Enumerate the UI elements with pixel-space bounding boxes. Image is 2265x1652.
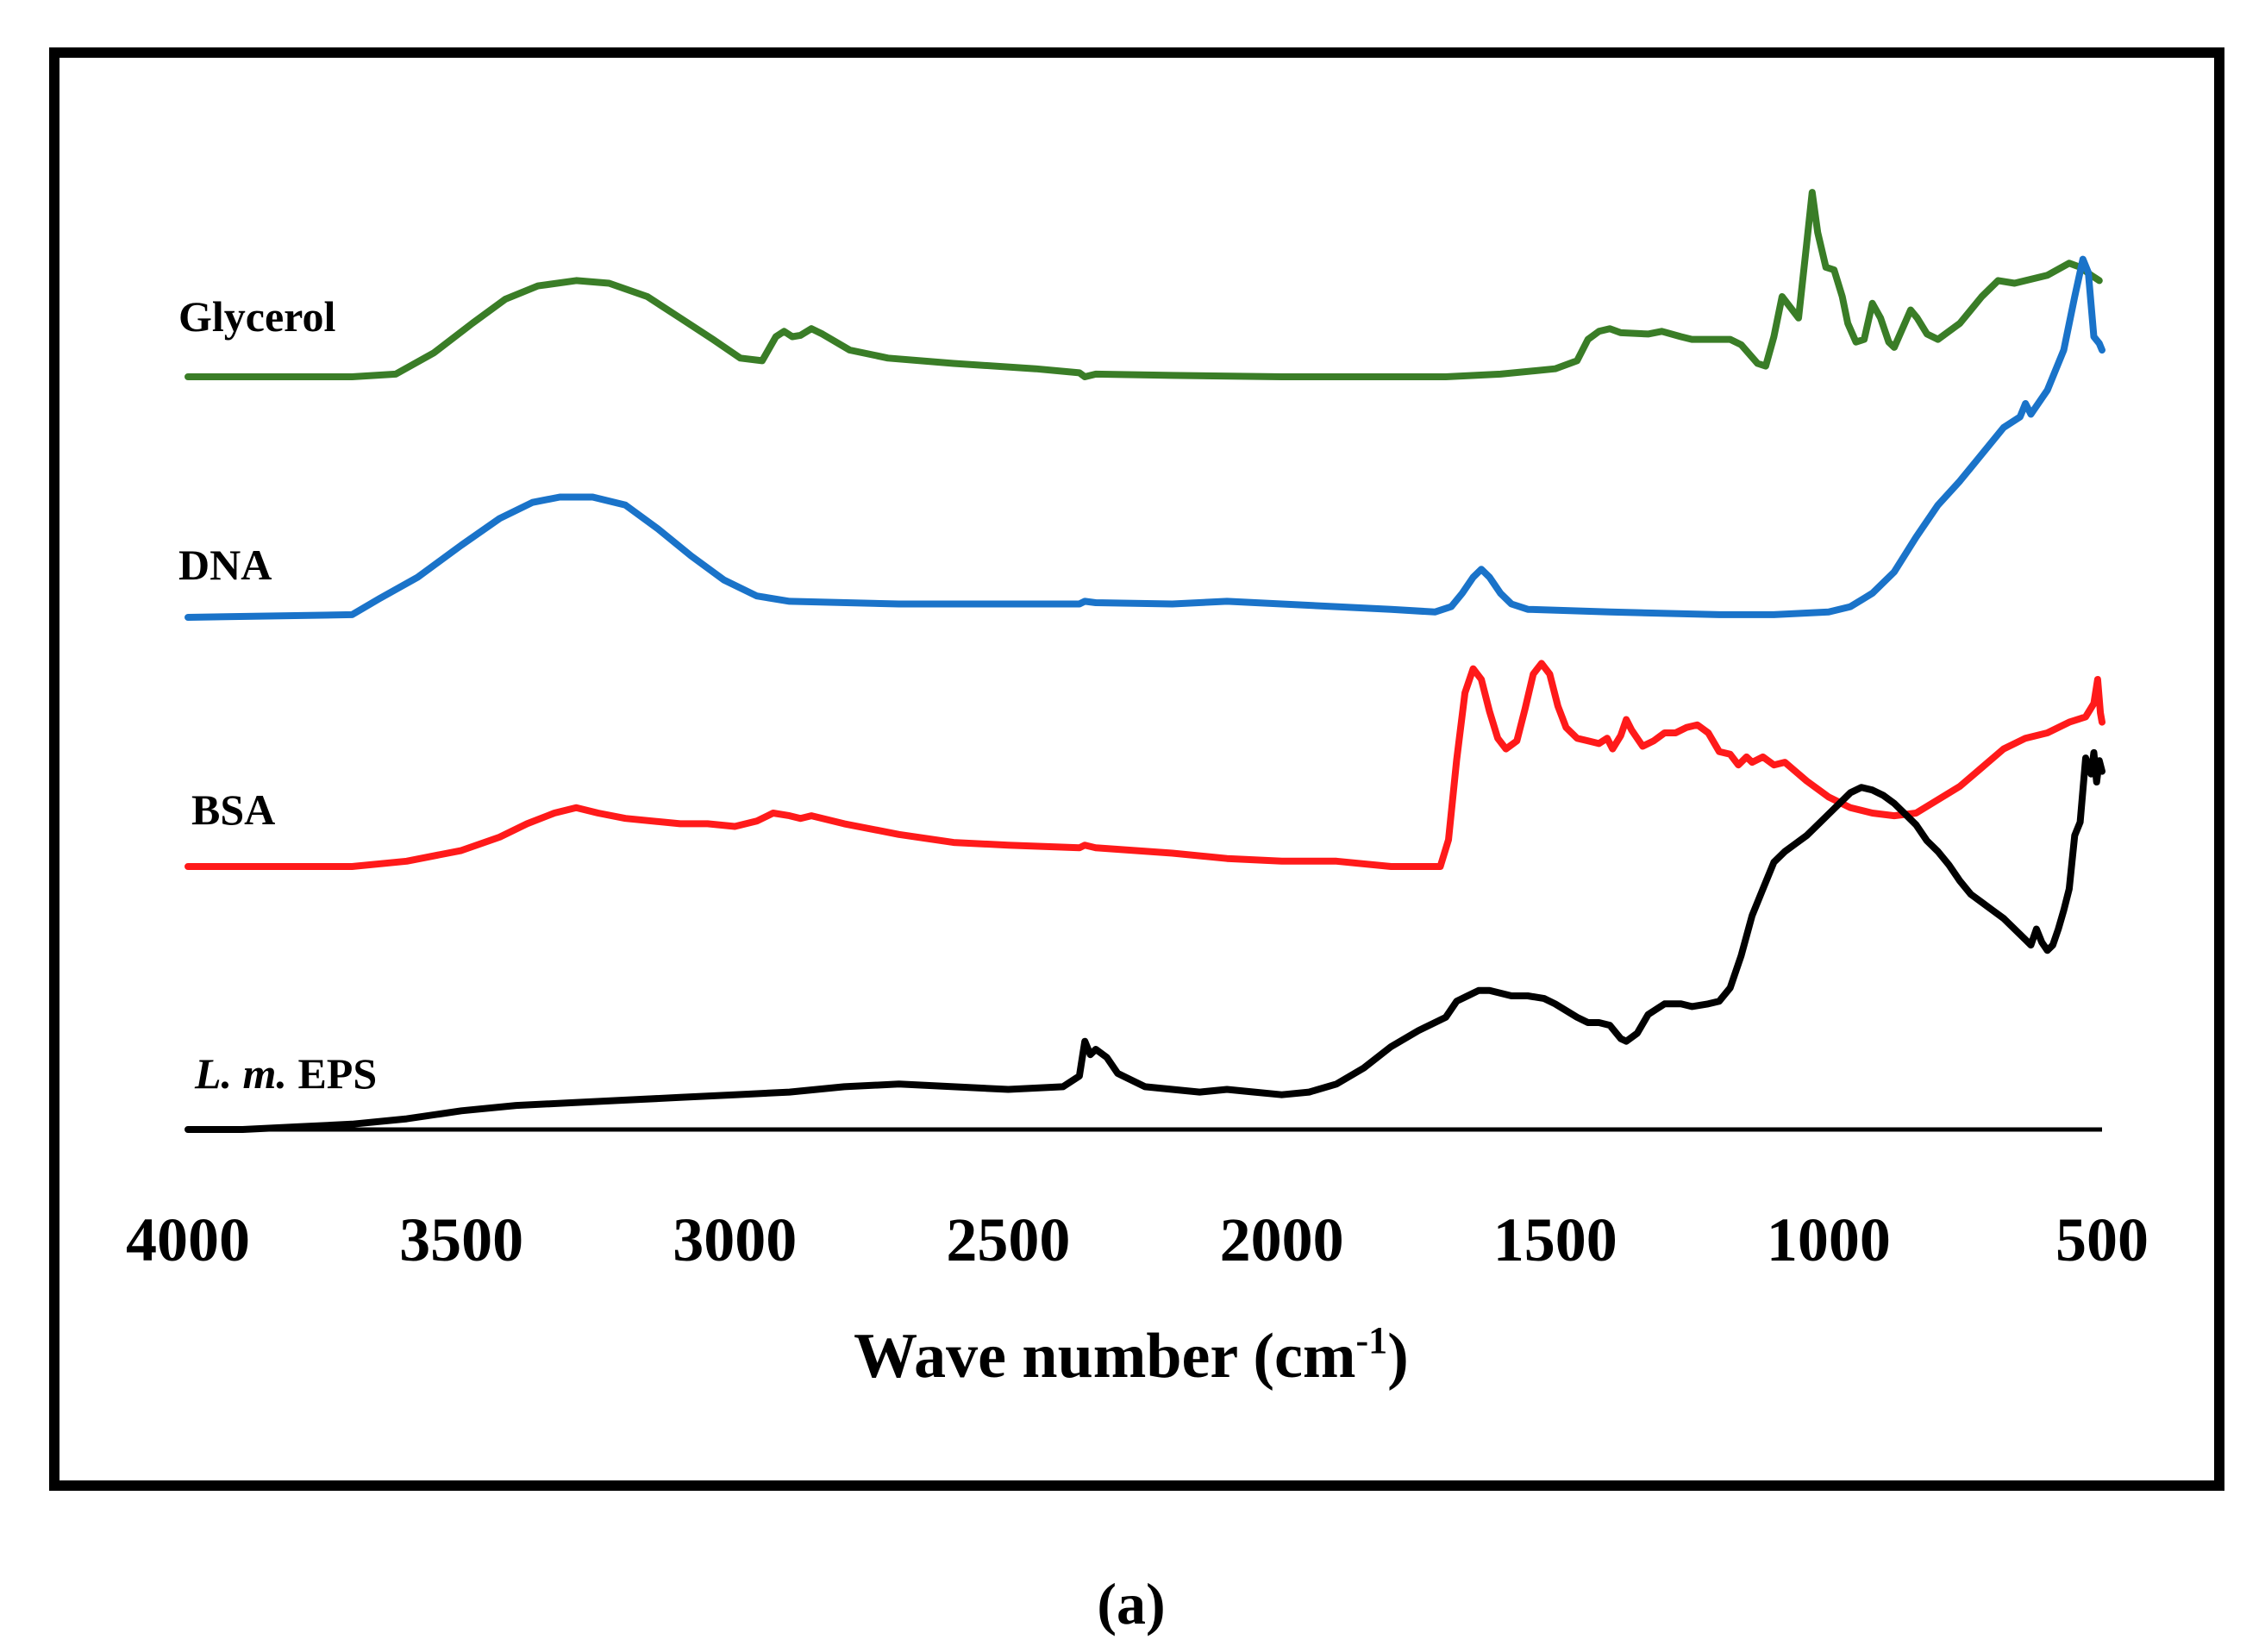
x-axis-ticks: 4000 3500 3000 2500 2000 1500 1000 500: [126, 1205, 2149, 1274]
series-line-glycerol: [185, 189, 2103, 380]
panel-label: (a): [1097, 1571, 1165, 1636]
series-layer: [185, 189, 2105, 1133]
series-line-bsa: [185, 660, 2105, 870]
series-line-l-m-eps: [185, 748, 2105, 1133]
series-labels: Glycerol DNA BSA L. m. EPS: [178, 292, 377, 1098]
x-axis-label-main: Wave number (cm: [854, 1321, 1355, 1392]
x-axis-label-close: ): [1387, 1321, 1409, 1392]
x-tick-label-4000: 4000: [126, 1205, 250, 1274]
x-tick-label-2500: 2500: [946, 1205, 1070, 1274]
series-label-dna: DNA: [178, 541, 272, 589]
series-label-glycerol: Glycerol: [178, 292, 335, 341]
series-label-lm-eps-italic: L. m.: [194, 1049, 287, 1098]
x-tick-label-2000: 2000: [1220, 1205, 1344, 1274]
x-tick-label-3500: 3500: [399, 1205, 523, 1274]
x-axis-label: Wave number (cm-1): [854, 1319, 1409, 1392]
x-tick-label-500: 500: [2055, 1205, 2149, 1274]
x-axis-label-superscript: -1: [1356, 1319, 1388, 1361]
series-label-bsa: BSA: [191, 785, 275, 834]
x-tick-label-1000: 1000: [1767, 1205, 1891, 1274]
chart-frame: [49, 47, 2224, 1491]
x-tick-label-3000: 3000: [673, 1205, 797, 1274]
series-label-lm-eps-rest: EPS: [287, 1049, 377, 1098]
series-line-dna: [185, 255, 2105, 621]
x-tick-label-1500: 1500: [1493, 1205, 1617, 1274]
series-label-lm-eps: L. m. EPS: [194, 1049, 377, 1098]
